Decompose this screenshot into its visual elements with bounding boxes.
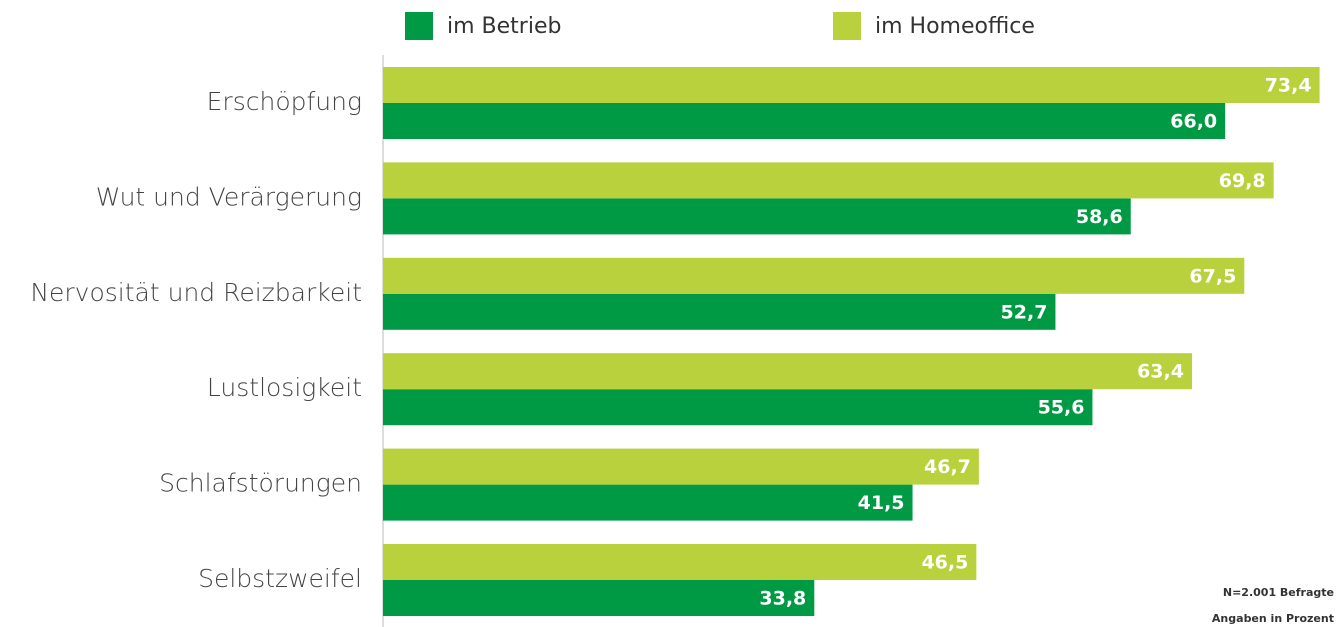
legend-swatch <box>833 12 861 40</box>
bar <box>383 257 1245 294</box>
value-label: 46,5 <box>921 552 968 574</box>
value-label: 73,4 <box>1265 75 1312 97</box>
category-label: Wut und Verärgerung <box>96 182 362 211</box>
bar <box>383 103 1226 139</box>
bar <box>383 353 1192 390</box>
value-label: 46,7 <box>924 456 971 478</box>
value-label: 69,8 <box>1219 170 1266 192</box>
bar <box>383 580 815 616</box>
bar <box>383 544 977 580</box>
legend-swatch <box>405 12 433 40</box>
value-label: 58,6 <box>1076 206 1123 228</box>
category-label: Erschöpfung <box>207 87 362 116</box>
category-label: Selbstzweifel <box>198 564 362 593</box>
bar <box>383 67 1320 103</box>
bar <box>383 198 1131 235</box>
bar <box>383 389 1093 426</box>
bar <box>383 162 1274 199</box>
category-label: Lustlosigkeit <box>207 373 362 402</box>
value-label: 41,5 <box>858 492 905 514</box>
bar <box>383 293 1056 330</box>
bar <box>383 484 913 521</box>
value-label: 33,8 <box>759 588 806 610</box>
legend-label: im Homeoffice <box>875 14 1035 39</box>
value-label: 67,5 <box>1189 265 1236 287</box>
value-label: 63,4 <box>1137 361 1184 383</box>
value-label: 52,7 <box>1001 301 1048 323</box>
note: N=2.001 Befragte <box>1223 586 1334 599</box>
category-label: Schlafstörungen <box>159 469 362 498</box>
value-label: 55,6 <box>1038 397 1085 419</box>
value-label: 66,0 <box>1170 111 1217 133</box>
bar <box>383 448 979 485</box>
category-label: Nervosität und Reizbarkeit <box>30 278 362 307</box>
legend-label: im Betrieb <box>447 14 561 39</box>
note: Angaben in Prozent <box>1212 612 1334 625</box>
